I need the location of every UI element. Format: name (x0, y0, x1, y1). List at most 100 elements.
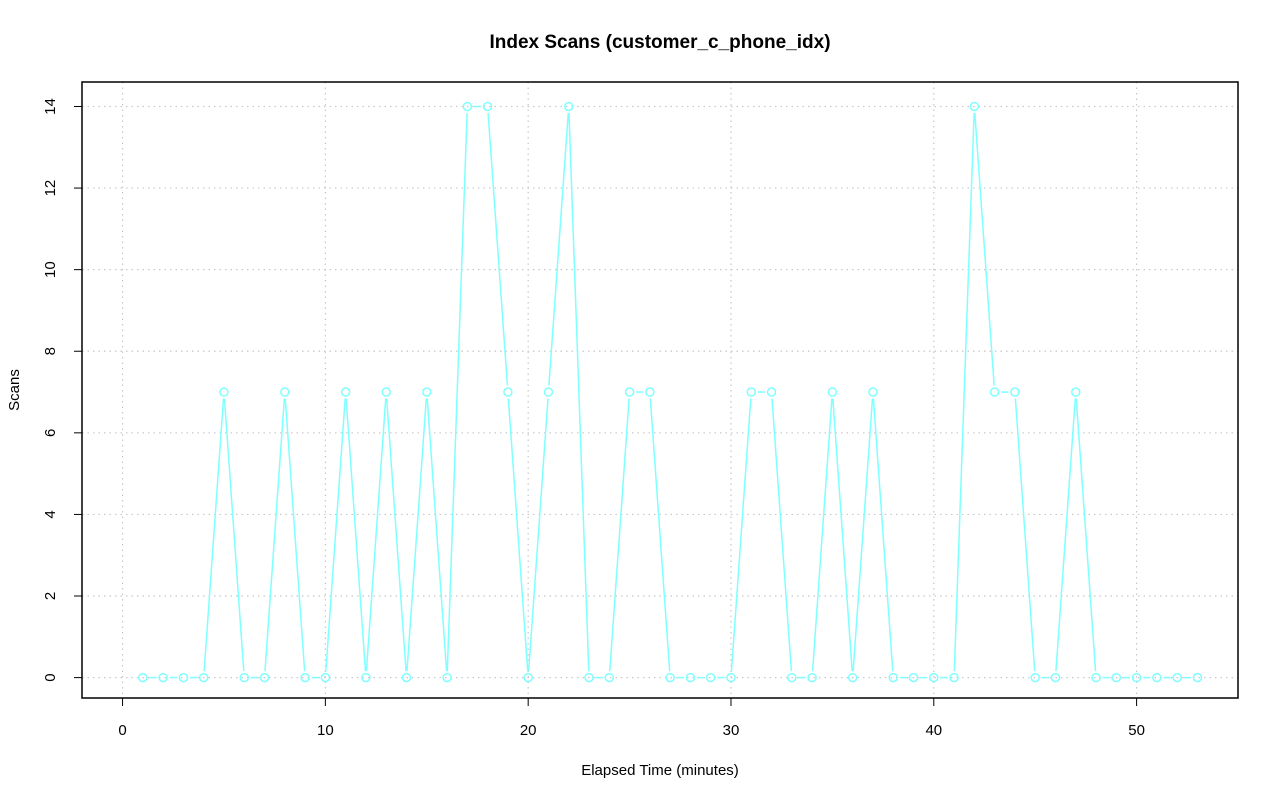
data-point (645, 387, 655, 397)
series-line-segment (1075, 398, 1097, 672)
series-line-segment (223, 398, 245, 672)
data-point (969, 101, 980, 112)
series-line-segment (406, 398, 428, 672)
y-tick-label: 8 (42, 347, 59, 355)
data-point (239, 672, 249, 683)
series-line-segment (609, 398, 630, 672)
data-point (1091, 672, 1101, 683)
y-tick-label: 4 (42, 510, 59, 518)
x-axis-label: Elapsed Time (minutes) (581, 762, 739, 779)
data-point (320, 672, 331, 683)
series-line-segment (730, 398, 752, 672)
data-point (787, 672, 797, 683)
series-line-segment (365, 398, 387, 672)
data-point (624, 387, 635, 397)
data-point (847, 672, 858, 683)
data-point (563, 101, 574, 112)
series-line-segment (548, 112, 570, 386)
data-point (219, 387, 229, 397)
data-point (300, 672, 310, 683)
series-line-segment (487, 112, 509, 386)
series-line-segment (426, 398, 448, 672)
data-point (361, 672, 371, 683)
y-tick-label: 10 (42, 261, 59, 278)
data-point (280, 387, 290, 397)
grid-lines (82, 82, 1238, 698)
data-point (138, 672, 148, 683)
series-line-segment (811, 398, 833, 672)
data-point (381, 387, 391, 397)
series-line-segment (345, 398, 367, 672)
series-line-segment (771, 398, 793, 672)
data-point (543, 387, 554, 397)
data-point (705, 672, 716, 683)
series-line-segment (284, 398, 306, 672)
data-point (340, 387, 351, 397)
series-line-segment (527, 398, 549, 672)
data-point (908, 672, 919, 683)
series-line-segment (872, 398, 894, 672)
series-line-segment (203, 398, 225, 672)
y-tick-label: 14 (42, 98, 59, 115)
data-point (422, 387, 432, 397)
series-line-segment (1014, 398, 1036, 672)
data-point (503, 387, 513, 397)
chart-title: Index Scans (customer_c_phone_idx) (489, 32, 830, 53)
series-line-segment (446, 112, 468, 672)
series-line-segment (649, 398, 671, 672)
x-tick-label: 30 (723, 722, 740, 739)
series-line-segment (974, 112, 995, 386)
data-point (158, 672, 168, 683)
y-tick-label: 0 (42, 673, 59, 681)
x-tick-label: 0 (118, 722, 126, 739)
data-point (1050, 672, 1061, 683)
data-point (1152, 672, 1162, 683)
data-point (1192, 672, 1203, 683)
data-point (604, 672, 615, 683)
x-tick-label: 20 (520, 722, 537, 739)
data-point (949, 672, 959, 683)
data-point (665, 672, 675, 683)
data-point (259, 672, 270, 683)
data-point (827, 387, 838, 397)
y-axis-label: Scans (6, 369, 23, 411)
x-tick-label: 40 (925, 722, 942, 739)
data-point (178, 672, 189, 683)
data-point (1010, 387, 1020, 397)
data-point (482, 101, 493, 112)
data-point (1111, 672, 1122, 683)
data-point (989, 387, 1000, 397)
data-point (584, 672, 594, 683)
data-point (868, 387, 878, 397)
data-point (888, 672, 898, 683)
data-point (1131, 672, 1142, 683)
series-line-segment (568, 112, 590, 672)
data-point (1030, 672, 1040, 683)
series-line-segment (832, 398, 853, 672)
axes-layer: 0 10 20 30 40 50 0 2 4 6 8 10 12 14 (42, 98, 1145, 739)
data-point (1172, 672, 1182, 683)
data-point (442, 672, 452, 683)
data-point (1071, 387, 1081, 397)
data-point (766, 387, 777, 397)
data-point (807, 672, 817, 683)
data-point (462, 101, 473, 112)
series-line-segment (953, 112, 975, 672)
series-line-segment (507, 398, 529, 672)
data-point (685, 672, 696, 683)
x-tick-label: 10 (317, 722, 334, 739)
series-line-segment (264, 398, 286, 672)
plot-frame (81, 81, 1239, 699)
series-line-segment (1055, 398, 1077, 672)
series-layer (138, 101, 1203, 683)
y-tick-label: 2 (42, 592, 59, 600)
data-point (523, 672, 533, 683)
data-point (401, 672, 412, 683)
data-point (929, 672, 939, 683)
data-point (746, 387, 757, 397)
data-point (726, 672, 736, 683)
series-line-segment (385, 398, 407, 672)
y-tick-label: 12 (42, 180, 59, 197)
y-tick-label: 6 (42, 429, 59, 437)
